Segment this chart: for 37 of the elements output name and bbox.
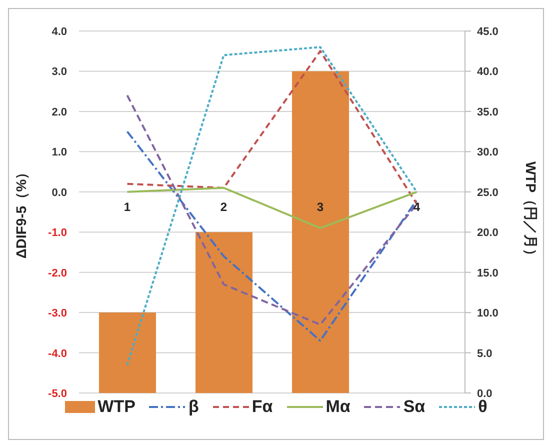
y-tick-label: -2.0 (48, 267, 67, 280)
y-tick-label: 1.0 (52, 146, 67, 159)
legend-label: WTP (98, 397, 136, 417)
y2-axis-title: WTP（円／月） (523, 161, 540, 263)
y2-tick-label: 25.0 (477, 186, 498, 199)
y-tick-label: -4.0 (48, 348, 67, 360)
y-tick-label: 3.0 (52, 66, 67, 78)
legend-label: Sα (403, 397, 426, 417)
y-tick-label: 0.0 (52, 186, 67, 199)
x-tick-label: 4 (413, 200, 420, 214)
bar (292, 71, 349, 393)
legend-label: β (188, 397, 199, 417)
y-tick-label: -5.0 (48, 388, 67, 400)
bar (196, 232, 252, 393)
y2-tick-label: 15.0 (477, 267, 498, 280)
y-axis-title: ΔDIF9-5（%） (12, 165, 29, 259)
y-tick-label: 2.0 (52, 106, 67, 118)
y2-tick-label: 40.0 (477, 66, 498, 78)
x-tick-label: 2 (220, 200, 228, 214)
y-tick-label: -1.0 (48, 227, 67, 240)
y2-tick-label: 30.0 (477, 146, 498, 159)
y2-tick-label: 5.0 (477, 348, 492, 360)
line-series (126, 46, 418, 366)
x-tick-label: 3 (316, 200, 324, 214)
y2-tick-label: 0.0 (477, 388, 492, 400)
x-tick-label: 1 (124, 200, 131, 214)
y2-tick-label: 20.0 (477, 227, 498, 240)
y2-tick-label: 45.0 (477, 26, 498, 38)
y-tick-label: 4.0 (52, 26, 67, 38)
line-series (126, 130, 418, 342)
y2-tick-label: 35.0 (477, 106, 498, 118)
y2-tick-label: 10.0 (477, 308, 498, 320)
legend-label: Mα (326, 397, 350, 417)
bar (99, 312, 156, 393)
y-tick-label: -3.0 (48, 308, 67, 320)
legend-label: θ (478, 397, 488, 417)
legend-label: Fα (252, 397, 273, 417)
